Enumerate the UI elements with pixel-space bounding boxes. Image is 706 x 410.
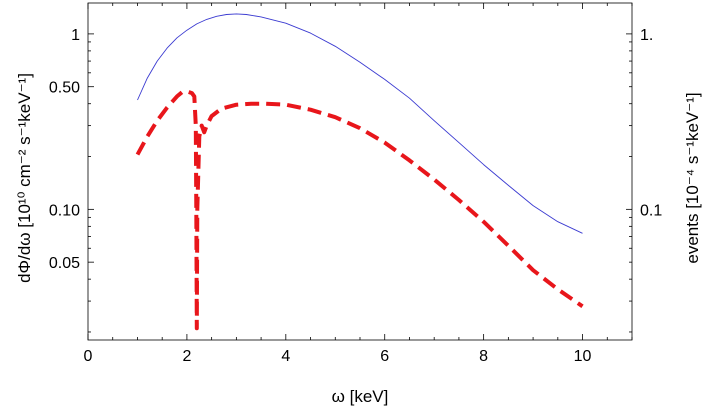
y-left-tick-label: 0.50 — [49, 80, 80, 97]
series-line-solid — [137, 13, 583, 234]
y-left-tick-label: 0.05 — [49, 255, 80, 272]
x-tick-label: 0 — [84, 348, 93, 365]
x-axis-title: ω [keV] — [332, 387, 389, 406]
series-layer — [135, 13, 584, 331]
x-tick-label: 10 — [574, 348, 592, 365]
tick-marks — [87, 3, 633, 340]
x-tick-label: 6 — [380, 348, 389, 365]
y-right-tick-label: 1. — [640, 27, 653, 44]
y-axis-title-left: dΦ/dω [10¹⁰ cm⁻² s⁻¹keV⁻¹] — [15, 73, 34, 283]
y-left-tick-label: 1 — [71, 27, 80, 44]
x-tick-label: 2 — [182, 348, 191, 365]
series-line-dashed — [135, 89, 584, 331]
tick-labels: 0 2 4 6 8 10 1 0.50 0.10 0.05 1. 0.1 — [49, 27, 662, 365]
y-right-tick-label: 0.1 — [640, 202, 662, 219]
plot-border — [87, 2, 633, 341]
x-tick-label: 4 — [281, 348, 290, 365]
plot-frame — [87, 2, 633, 341]
x-tick-label: 8 — [479, 348, 488, 365]
y-left-tick-label: 0.10 — [49, 202, 80, 219]
y-axis-title-right: events [10⁻⁴ s⁻¹keV⁻¹] — [683, 92, 702, 263]
